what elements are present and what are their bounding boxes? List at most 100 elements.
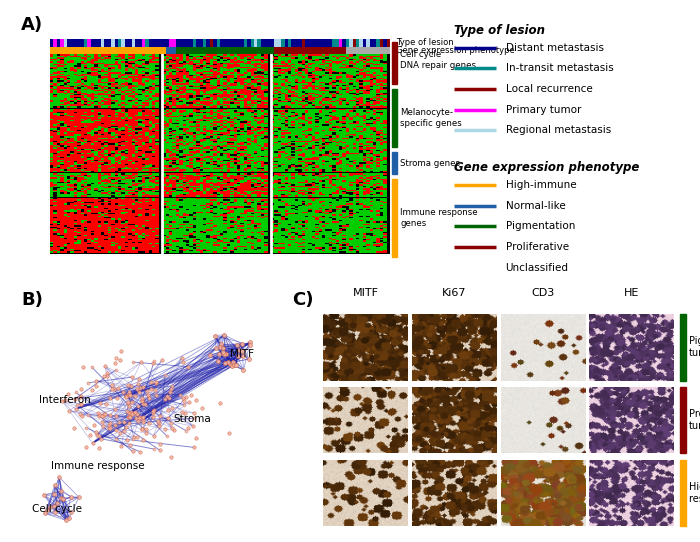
Point [154,446,165,455]
Point [123,388,134,397]
Point [166,385,177,394]
Point [64,514,75,522]
Point [127,398,138,406]
Point [232,352,243,361]
Point [105,423,116,432]
Point [127,373,138,382]
Point [127,358,139,366]
Point [88,421,99,430]
Point [167,404,178,413]
Point [176,353,188,362]
Point [218,350,230,358]
Point [164,388,176,396]
Point [124,441,135,450]
Point [141,425,152,434]
Point [230,360,241,369]
Point [141,429,152,437]
Point [123,418,134,427]
Text: Normal-like: Normal-like [505,201,566,211]
Point [97,412,108,421]
Point [132,385,143,393]
Point [137,413,148,422]
Point [218,331,230,339]
Point [130,391,141,400]
Point [137,436,148,444]
Point [215,340,226,349]
Point [90,428,101,436]
Point [135,384,146,393]
Point [118,388,129,396]
Text: Interferon: Interferon [38,395,90,405]
Point [188,414,199,422]
Point [41,506,52,514]
Point [116,442,127,451]
Point [98,372,109,380]
Point [134,374,145,383]
Point [190,434,201,443]
Text: Gene expression phenotype: Gene expression phenotype [396,46,515,55]
Point [121,393,132,402]
Point [214,350,225,359]
Point [82,378,93,387]
Point [108,384,120,393]
Text: C): C) [292,291,313,309]
Point [123,402,134,410]
Text: B): B) [21,291,43,309]
Point [83,410,94,419]
Point [226,362,237,370]
Point [97,418,108,427]
Point [122,407,133,416]
Point [224,360,235,369]
Point [86,385,97,394]
Text: Type of lesion: Type of lesion [454,23,545,36]
Point [190,396,202,404]
Point [135,358,146,366]
Point [148,405,160,414]
Point [93,411,104,420]
Point [123,411,134,420]
Point [125,413,136,422]
Bar [680,314,686,380]
Point [55,494,66,502]
Point [112,393,123,402]
Point [38,491,50,499]
Text: Distant metastasis: Distant metastasis [505,43,603,53]
Point [220,350,232,359]
Point [244,340,256,349]
Point [118,427,130,435]
Point [143,390,154,399]
Point [91,431,102,440]
Point [76,412,88,421]
Point [150,378,162,387]
Point [131,409,142,418]
Point [133,417,144,425]
Point [65,492,76,501]
Point [209,331,220,340]
Point [197,403,208,412]
Point [124,409,135,417]
Text: Local recurrence: Local recurrence [505,84,592,94]
Point [166,419,177,428]
Point [176,408,188,416]
Point [223,429,235,437]
Bar [392,89,397,147]
Point [65,508,76,517]
Bar [392,179,397,257]
Point [183,398,195,406]
Point [120,392,132,401]
Point [102,368,113,377]
Point [159,395,170,403]
Point [150,391,161,399]
Point [68,423,79,432]
Point [136,393,148,402]
Text: Pigmentation
tumor: Pigmentation tumor [689,336,700,358]
Point [232,341,243,350]
Point [150,379,162,388]
Point [110,354,121,363]
Point [124,412,135,421]
Point [149,445,160,454]
Text: Proliferative
tumor: Proliferative tumor [689,409,700,431]
Point [136,397,148,405]
Point [76,391,87,400]
Point [127,410,138,418]
